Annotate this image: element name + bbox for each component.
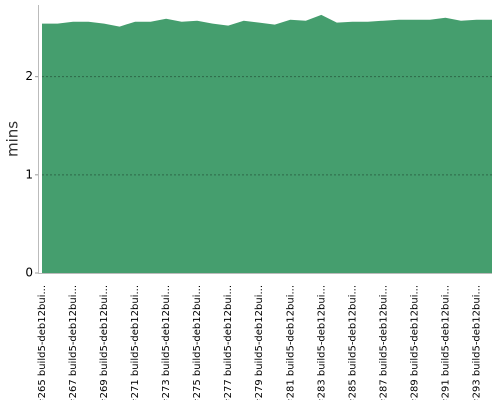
area bbox=[42, 14, 492, 273]
x-tick-label: #279 build5-deb12bui... bbox=[254, 285, 265, 400]
y-tick-label: 1 bbox=[25, 167, 33, 181]
x-tick-label: #277 build5-deb12bui... bbox=[223, 285, 234, 400]
x-tick-label: #287 build5-deb12bui... bbox=[378, 285, 389, 400]
y-tick-label: 0 bbox=[25, 266, 33, 280]
x-tick-label: #293 build5-deb12bui... bbox=[471, 285, 482, 400]
x-tick-label: #285 build5-deb12bui... bbox=[347, 285, 358, 400]
x-tick-label: #267 build5-deb12bui... bbox=[68, 285, 79, 400]
y-tick-label: 2 bbox=[25, 69, 33, 83]
x-tick-label: #269 build5-deb12bui... bbox=[99, 285, 110, 400]
x-tick-label: #283 build5-deb12bui... bbox=[316, 285, 327, 400]
x-tick-label: #281 build5-deb12bui... bbox=[285, 285, 296, 400]
x-tick-label: #265 build5-deb12bui... bbox=[37, 285, 48, 400]
x-tick-label: #289 build5-deb12bui... bbox=[409, 285, 420, 400]
x-tick-label: #291 build5-deb12bui... bbox=[440, 285, 451, 400]
x-tick-label: #271 build5-deb12bui... bbox=[130, 285, 141, 400]
x-tick-label: #273 build5-deb12bui... bbox=[161, 285, 172, 400]
x-tick-label: #275 build5-deb12bui... bbox=[192, 285, 203, 400]
y-axis-label: mins bbox=[4, 121, 22, 157]
